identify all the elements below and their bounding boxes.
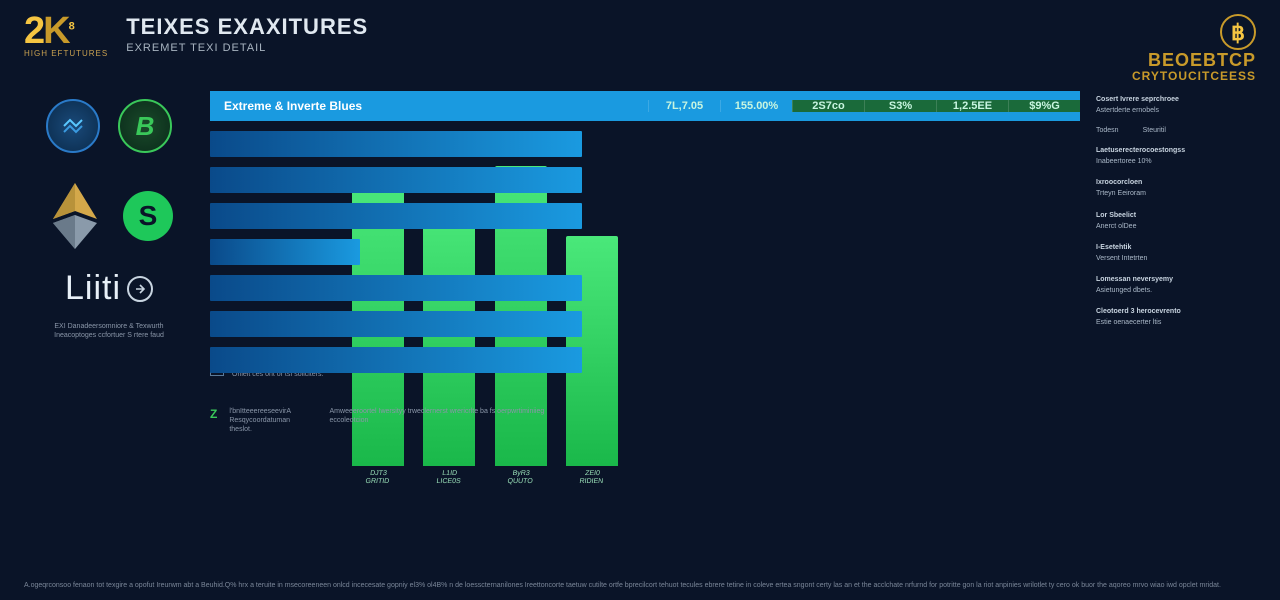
- coin-s-icon: S: [123, 191, 173, 241]
- chart-note-2: Z l'bnItteeereeseevirAResqycoordatuman t…: [210, 407, 570, 434]
- legend: Cosert Ivrere seprchroeeAstertderte erno…: [1096, 91, 1256, 485]
- page-subtitle: EXREMET TEXI DETAIL: [126, 42, 1114, 54]
- hbar: [210, 347, 582, 373]
- chart-header-val: 7L,7.05: [648, 100, 720, 112]
- chart-header-val: 2S7co: [792, 100, 864, 112]
- hbar: [210, 239, 360, 265]
- z-badge-icon: Z: [210, 407, 217, 421]
- liti-label: Liiti: [65, 269, 153, 308]
- bitcoin-icon: ฿: [1220, 14, 1256, 50]
- arrow-right-icon: [127, 276, 153, 302]
- chart-header-val: $9%G: [1008, 100, 1080, 112]
- hbar: [210, 203, 582, 229]
- hbar: [210, 131, 582, 157]
- chart-header-val: 155.00%: [720, 100, 792, 112]
- brand-right: ฿ BEOEBTCP CRYTOUCITCEESS: [1132, 14, 1256, 83]
- coin-b-icon: B: [118, 99, 172, 153]
- vbar: L1IDLICE0S: [423, 206, 475, 485]
- chart-header-val: S3%: [864, 100, 936, 112]
- hbar: [210, 167, 582, 193]
- coin-tech-icon: [46, 99, 100, 153]
- chart-header-label: Extreme & Inverte Blues: [210, 99, 648, 113]
- hbar: [210, 275, 582, 301]
- svg-text:฿: ฿: [1231, 20, 1245, 45]
- sidebar: B S Liiti EXI Danadeersomniore & Texwurt…: [24, 91, 194, 485]
- footer-text: A.ogeqrconsoo fenaon tot texgire a opofu…: [24, 581, 1256, 590]
- chart-header: Extreme & Inverte Blues 7L,7.05 155.00% …: [210, 91, 1080, 121]
- ethereum-icon: [45, 181, 105, 251]
- hbar: [210, 311, 582, 337]
- page-title-block: TEIXES EXAXITURES EXREMET TEXI DETAIL: [126, 14, 1114, 54]
- page-title: TEIXES EXAXITURES: [126, 14, 1114, 40]
- chart-header-val: 1,2.5EE: [936, 100, 1008, 112]
- chart-area: Extreme & Inverte Blues 7L,7.05 155.00% …: [210, 91, 1080, 485]
- logo-2k: 2K8 HIGH EFTUTURES: [24, 14, 108, 58]
- side-caption: EXI Danadeersomniore & TexwurthIneacopto…: [54, 322, 164, 340]
